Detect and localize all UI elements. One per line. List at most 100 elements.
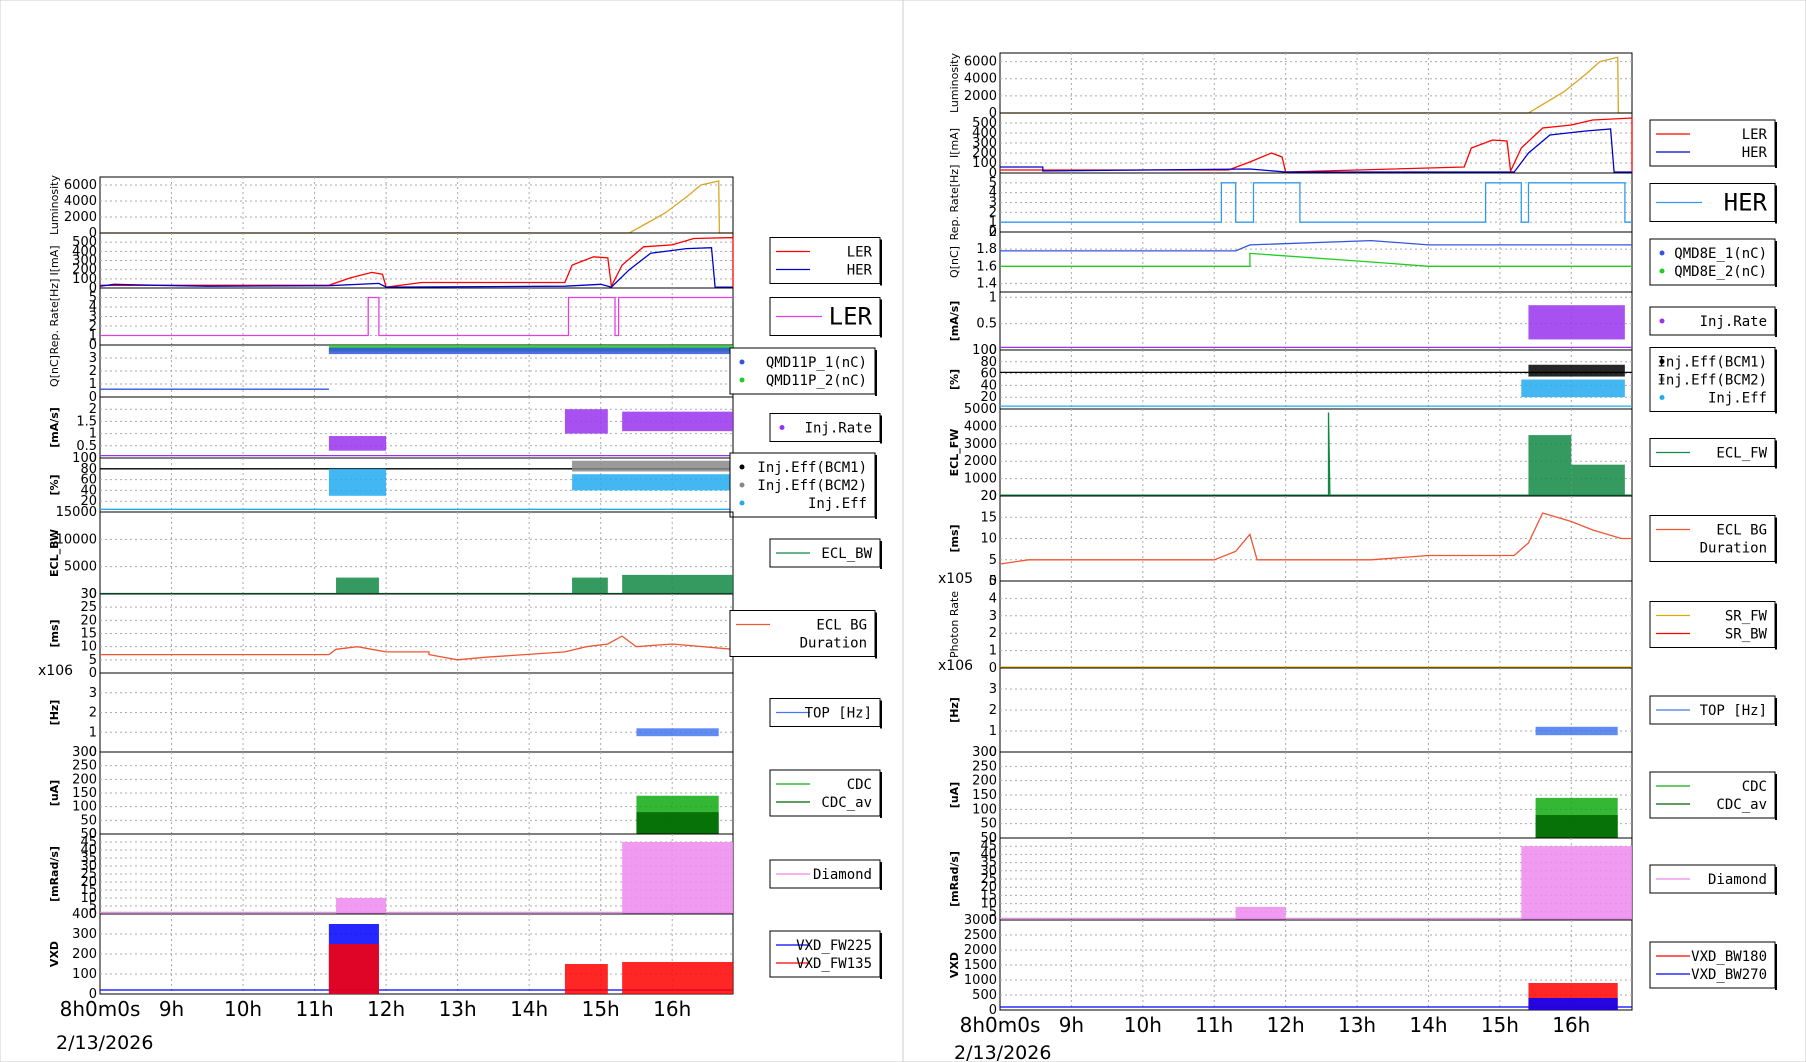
- legend-shadow: [1775, 349, 1777, 414]
- y-tick-label: 35: [980, 856, 997, 871]
- y-tick-label: 80: [80, 462, 97, 477]
- series-diamond-band: [336, 898, 387, 914]
- series-ecl-band: [336, 577, 379, 594]
- series-vxd_b-band: [622, 962, 733, 994]
- legend-label: Inj.Eff(BCM1): [757, 460, 867, 476]
- y-tick-label: 200: [972, 774, 997, 789]
- legend-label: LER: [847, 245, 873, 261]
- series-q1-line: [1000, 239, 1632, 252]
- y-tick-label: 2500: [964, 928, 997, 943]
- x-tick-label: 13h: [439, 997, 477, 1021]
- y-tick-label: 2: [89, 706, 97, 721]
- y-tick-label: 20: [980, 880, 997, 895]
- y-tick-label: 4: [989, 186, 997, 201]
- y-tick-label: 500: [72, 235, 97, 250]
- y-tick-label: 0: [989, 1003, 997, 1018]
- series-ecl-line: [1000, 412, 1632, 496]
- y-tick-label: 3: [989, 609, 997, 624]
- legend-box: [729, 452, 876, 518]
- legend-label: Inj.Eff(BCM2): [1657, 373, 1767, 389]
- legend-label: CDC_av: [1716, 797, 1767, 813]
- y-tick-label: 60: [980, 367, 997, 382]
- y-tick-label: 0: [89, 907, 97, 922]
- y-axis-label: Rep. Rate[Hz]: [948, 165, 961, 241]
- legend: Inj.Rate: [1649, 306, 1777, 337]
- y-tick-label: 2: [989, 205, 997, 220]
- y-tick-label: 0: [89, 338, 97, 353]
- y-tick-label: 5: [989, 553, 997, 568]
- x-tick-label: 14h: [510, 997, 548, 1021]
- y-tick-label: 0: [989, 343, 997, 358]
- series-cdc_av-band: [636, 812, 719, 834]
- legend-box: [1649, 601, 1776, 648]
- series-eff_bcm2-band: [572, 460, 733, 472]
- legend-box: [1649, 771, 1776, 819]
- series-ecl-band: [1528, 435, 1572, 496]
- y-tick-label: 20: [80, 875, 97, 890]
- legend-label: VXD_BW180: [1691, 949, 1767, 965]
- series-vxd_a-band: [1528, 998, 1618, 1010]
- y-axis-label: I[mA]: [48, 245, 61, 275]
- y-tick-label: 0.5: [976, 317, 997, 332]
- series-luminosity-line: [100, 180, 733, 234]
- series-ler-line: [1000, 117, 1633, 174]
- legend-box: [1649, 238, 1776, 286]
- y-tick-label: 0: [989, 166, 997, 181]
- y-axis-label: [mA/s]: [948, 301, 961, 342]
- y-tick-label: 40: [80, 483, 97, 498]
- legend-marker: [1659, 250, 1665, 256]
- legend: Inj.Eff(BCM1) Inj.Eff(BCM2) Inj.Eff: [729, 452, 877, 519]
- right-chart-stack: 0200040006000Luminosity0100200300400500I…: [938, 52, 1777, 1037]
- series-diamond-band: [622, 842, 733, 914]
- y-tick-label: 0: [89, 587, 97, 602]
- legend-shadow: [880, 772, 882, 818]
- y-tick-label: 10000: [56, 532, 97, 547]
- y-tick-label: 100: [72, 451, 97, 466]
- legend-box: [769, 413, 881, 442]
- legend: TOP [Hz]: [769, 698, 882, 729]
- y-tick-label: 100: [972, 802, 997, 817]
- series-q2-line: [1000, 252, 1632, 267]
- series-inj_rate-band: [622, 411, 733, 432]
- y-tick-label: 80: [980, 355, 997, 370]
- y-tick-label: 1.8: [976, 242, 997, 257]
- y-tick-label: 1.6: [976, 259, 997, 274]
- series-her-line: [1000, 128, 1632, 173]
- legend-marker: [779, 425, 785, 430]
- legend: ECL BG Duration: [729, 610, 877, 659]
- legend-label: Inj.Eff(BCM2): [757, 478, 867, 494]
- right-date-label: 2/13/2026: [954, 1042, 1051, 1062]
- legend: CDC CDC_av: [1649, 771, 1777, 820]
- legend-marker: [1659, 359, 1665, 364]
- y-tick-label: 100: [72, 272, 97, 287]
- y-tick-label: 0: [89, 390, 97, 405]
- legend-shadow: [1775, 122, 1777, 168]
- y-tick-label: 150: [72, 786, 97, 801]
- legend-shadow: [1775, 241, 1777, 287]
- y-tick-label: 0: [89, 281, 97, 296]
- y-tick-label: 1: [89, 725, 97, 740]
- y-tick-label: 200: [72, 772, 97, 787]
- series-inj_rate-band: [564, 409, 608, 434]
- series-ecl_bg-line: [999, 512, 1632, 565]
- legend-label: ECL_FW: [1716, 446, 1767, 462]
- y-tick-label: 15: [980, 888, 997, 903]
- legend-marker: [1659, 268, 1665, 274]
- y-tick-label: 25: [80, 867, 97, 882]
- y-axis-label: [uA]: [48, 780, 61, 806]
- y-tick-label: 5: [989, 574, 997, 589]
- legend-label: ECL_BW: [821, 546, 872, 562]
- y-tick-label: 200: [72, 947, 97, 962]
- y-tick-label: 40: [80, 843, 97, 858]
- y-tick-label: 1: [89, 329, 97, 344]
- legend-shadow: [880, 700, 882, 729]
- y-tick-label: 3: [989, 196, 997, 211]
- left-date-label: 2/13/2026: [56, 1032, 153, 1054]
- legend-shadow: [875, 455, 877, 519]
- series-rep_ler-line: [100, 296, 733, 337]
